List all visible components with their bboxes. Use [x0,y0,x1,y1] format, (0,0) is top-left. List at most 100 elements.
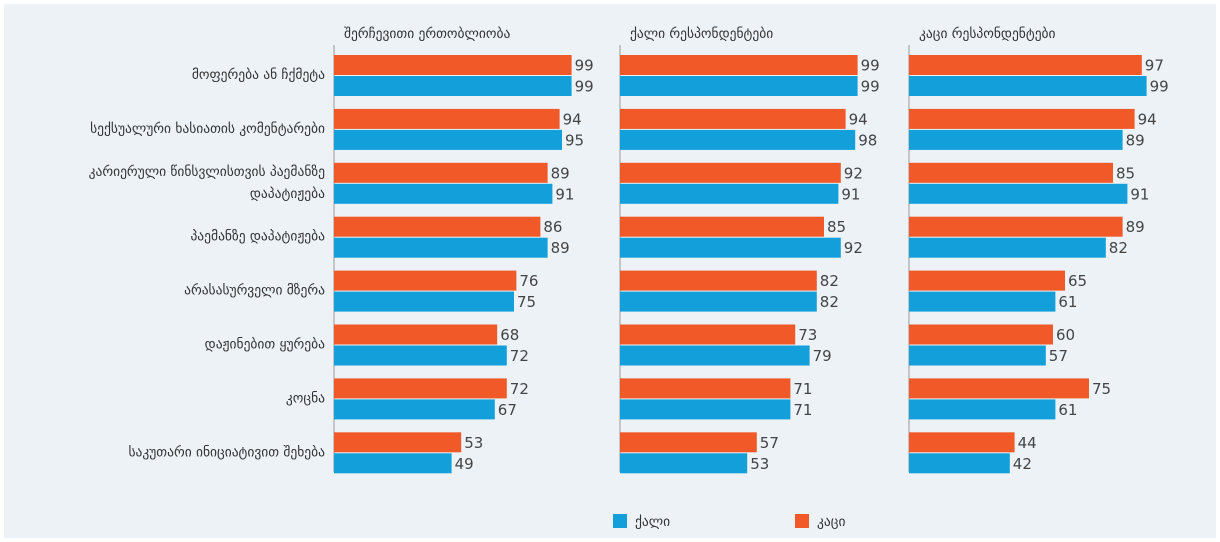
value-label: 89 [551,164,570,182]
value-label: 53 [750,455,769,473]
bar [620,270,817,291]
value-label: 65 [1068,272,1087,290]
bar [334,162,548,183]
bar [334,399,495,420]
category-label: დაჟინებით ყურება [205,335,325,352]
value-label: 53 [464,434,483,452]
bar [620,55,858,75]
bar [909,453,1010,474]
value-label: 61 [1058,401,1077,419]
panel-title: კაცი რესპონდენტები [919,25,1056,42]
panel-title: შერჩევითი ერთობლიობა [344,25,510,42]
bar [909,270,1065,291]
value-label: 89 [551,239,570,257]
category-label: საკუთარი ინიციატივით შეხება [128,443,325,460]
bar [334,324,498,345]
value-label: 92 [844,239,863,257]
bar [620,324,796,345]
bar [334,453,452,474]
value-label: 82 [1109,239,1128,257]
value-label: 91 [555,185,574,203]
bar [334,55,572,75]
bar [620,76,858,96]
category-label: კოცნა [286,390,325,406]
category-label: არასასურველი მზერა [184,282,325,299]
value-label: 99 [575,57,594,75]
bar [334,76,572,96]
bar [620,378,791,399]
legend-swatch [795,514,809,528]
bar [620,108,846,129]
value-label: 57 [760,434,779,452]
value-label: 91 [1130,185,1149,203]
bar [909,291,1056,312]
category-label: კარიერული წინსვლისთვის პაემანზე [89,163,326,180]
bar [334,237,548,258]
value-label: 72 [510,380,529,398]
bar [909,108,1135,129]
category-label: დაპატიჟება [250,186,325,202]
value-label: 82 [820,293,839,311]
value-label: 94 [849,110,868,128]
bar [620,183,839,204]
value-label: 94 [1138,110,1157,128]
value-label: 68 [500,326,519,344]
bar [909,345,1046,366]
value-label: 99 [1150,78,1169,96]
value-label: 71 [793,380,812,398]
value-label: 73 [798,326,817,344]
bar [334,183,553,204]
value-label: 89 [1126,131,1145,149]
value-label: 49 [455,455,474,473]
value-label: 95 [565,131,584,149]
value-label: 75 [1092,380,1111,398]
bar [334,216,541,237]
bar [620,399,791,420]
value-label: 79 [813,347,832,365]
value-label: 91 [841,185,860,203]
bar [620,237,841,258]
value-label: 61 [1058,293,1077,311]
bar [909,55,1142,75]
value-label: 85 [1116,164,1135,182]
legend-swatch [613,514,627,528]
panel-title: ქალი რესპონდენტები [630,25,773,42]
bar [909,432,1015,453]
bar [334,432,462,453]
bar [334,270,517,291]
legend-label: ქალი [635,514,670,530]
bar [334,378,507,399]
bar [620,216,824,237]
bar [334,291,514,312]
value-label: 42 [1013,455,1032,473]
value-label: 44 [1018,434,1037,452]
value-label: 57 [1049,347,1068,365]
bar [909,378,1089,399]
value-label: 71 [793,401,812,419]
value-label: 72 [510,347,529,365]
bar [909,237,1106,258]
bar [620,162,841,183]
bar [909,183,1128,204]
bar [620,453,748,474]
value-label: 85 [827,218,846,236]
value-label: 94 [563,110,582,128]
bar [909,216,1123,237]
value-label: 97 [1145,57,1164,75]
category-label: პაემანზე დაპატიჟება [190,229,325,245]
bar [620,291,817,312]
bar [334,129,562,150]
value-label: 82 [820,272,839,290]
category-label: მოფერება ან ჩქმეტა [192,66,325,83]
value-label: 67 [498,401,517,419]
legend-label: კაცი [817,514,845,530]
bar [909,129,1123,150]
bar [909,162,1113,183]
value-label: 86 [543,218,562,236]
bar [334,108,560,129]
bar [909,76,1147,96]
bar [909,399,1056,420]
value-label: 60 [1056,326,1075,344]
bar [334,345,507,366]
bar [909,324,1053,345]
